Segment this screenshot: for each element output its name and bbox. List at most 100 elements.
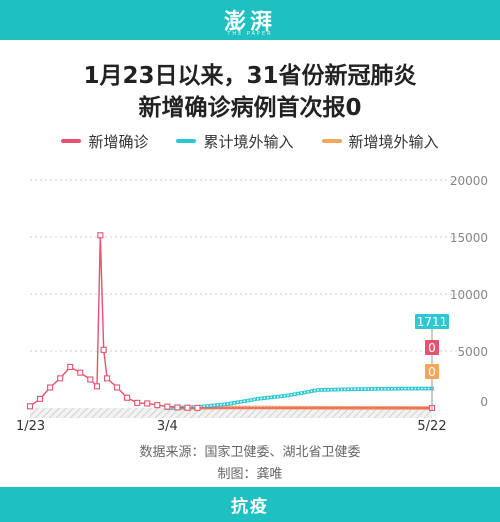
- footer-label: 抗疫: [231, 497, 269, 517]
- data-point: [326, 387, 331, 392]
- data-point: [47, 384, 54, 391]
- data-point: [26, 403, 34, 410]
- line-chart: 20000 15000 10000 5000 0 1/23 3/4 5/22 1711 0 0: [16, 174, 488, 434]
- data-point: [376, 386, 381, 391]
- data-point: [100, 346, 107, 353]
- data-point: [386, 386, 391, 391]
- data-point: [420, 386, 424, 391]
- legend-item-new-confirmed: 新增确诊: [61, 131, 148, 151]
- data-point: [366, 387, 371, 391]
- y-tick-label: 20000: [450, 174, 488, 188]
- data-point: [312, 388, 317, 393]
- data-point: [426, 386, 431, 391]
- data-point: [255, 397, 260, 401]
- data-point: [174, 404, 181, 411]
- data-point: [209, 403, 213, 408]
- top-banner: 澎湃 THE PAPER: [0, 0, 500, 40]
- data-point: [269, 395, 274, 400]
- data-point: [252, 397, 257, 402]
- data-point: [379, 386, 384, 391]
- data-point: [346, 387, 351, 392]
- data-point: [232, 401, 237, 405]
- data-point: [259, 396, 264, 401]
- data-point: [77, 369, 84, 376]
- data-point: [336, 387, 341, 392]
- data-point: [97, 232, 104, 239]
- data-point: [302, 390, 307, 395]
- data-point: [239, 399, 243, 404]
- end-label-value: 1711: [417, 315, 448, 329]
- data-point: [249, 398, 253, 402]
- data-point: [184, 404, 191, 411]
- data-point: [164, 403, 171, 410]
- brand-logo: 澎湃: [223, 9, 276, 35]
- data-point: [406, 386, 411, 391]
- legend-label-imported-cumulative: 累计境外输入: [203, 132, 294, 151]
- data-point: [265, 395, 270, 400]
- data-point: [57, 375, 64, 382]
- data-point: [356, 387, 361, 392]
- y-tick-label: 10000: [450, 288, 488, 302]
- data-point: [396, 386, 401, 391]
- data-point: [423, 386, 428, 391]
- x-tick-label: 3/4: [157, 419, 178, 434]
- series-layer: [26, 232, 436, 412]
- legend-swatch-imported-cumulative: [176, 139, 197, 143]
- end-label-box: [425, 340, 439, 355]
- data-point: [306, 389, 310, 394]
- end-label-box: [425, 364, 439, 379]
- data-point: [399, 386, 404, 391]
- data-point: [215, 403, 220, 407]
- data-point: [332, 387, 337, 392]
- end-label-box: [415, 314, 449, 329]
- end-label: 0: [425, 340, 439, 355]
- data-point: [225, 402, 230, 406]
- legend-item-imported-new: 新增境外输入: [321, 131, 439, 151]
- x-tick-label: 1/23: [16, 419, 45, 434]
- data-point: [134, 399, 141, 406]
- brand-subtitle: THE PAPER: [227, 31, 273, 37]
- end-label-value: 0: [428, 341, 436, 355]
- data-point: [349, 387, 354, 392]
- end-label: 1711: [415, 314, 449, 329]
- data-point: [242, 399, 247, 404]
- data-point: [410, 386, 414, 391]
- data-point: [229, 401, 233, 406]
- end-label: 0: [425, 364, 439, 379]
- x-axis-labels: 1/23 3/4 5/22: [16, 419, 447, 434]
- data-point: [262, 396, 267, 400]
- data-point: [87, 376, 94, 383]
- chart-title-line2: 新增确诊病例首次报0: [138, 95, 362, 121]
- data-point: [383, 386, 387, 391]
- data-point: [219, 402, 223, 407]
- data-point: [222, 402, 227, 407]
- data-point: [329, 387, 334, 392]
- data-point: [309, 389, 314, 394]
- data-point: [276, 394, 280, 399]
- y-tick-label: 0: [480, 395, 488, 409]
- data-point: [299, 391, 304, 395]
- data-point: [36, 395, 44, 402]
- grid-lines: [30, 179, 472, 352]
- y-tick-label: 5000: [457, 345, 488, 359]
- data-point: [235, 400, 240, 405]
- data-point: [245, 398, 250, 403]
- data-point: [393, 386, 398, 391]
- x-axis-band: [30, 408, 432, 418]
- data-point: [104, 375, 111, 382]
- data-point: [292, 392, 297, 397]
- y-tick-label: 15000: [450, 231, 488, 245]
- data-point: [296, 391, 300, 396]
- chart-title-line1: 1月23日以来，31省份新冠肺炎: [83, 63, 417, 89]
- data-point: [93, 383, 101, 390]
- data-point: [279, 394, 284, 399]
- legend-swatch-imported-new: [321, 139, 342, 143]
- data-point: [322, 387, 327, 392]
- series-0: [26, 232, 436, 412]
- data-point: [353, 387, 357, 392]
- chart-credit: 制图：龚唯: [217, 467, 283, 482]
- data-point: [389, 386, 394, 391]
- data-point: [416, 386, 421, 391]
- data-point: [282, 393, 287, 398]
- legend-label-new-confirmed: 新增确诊: [88, 132, 149, 151]
